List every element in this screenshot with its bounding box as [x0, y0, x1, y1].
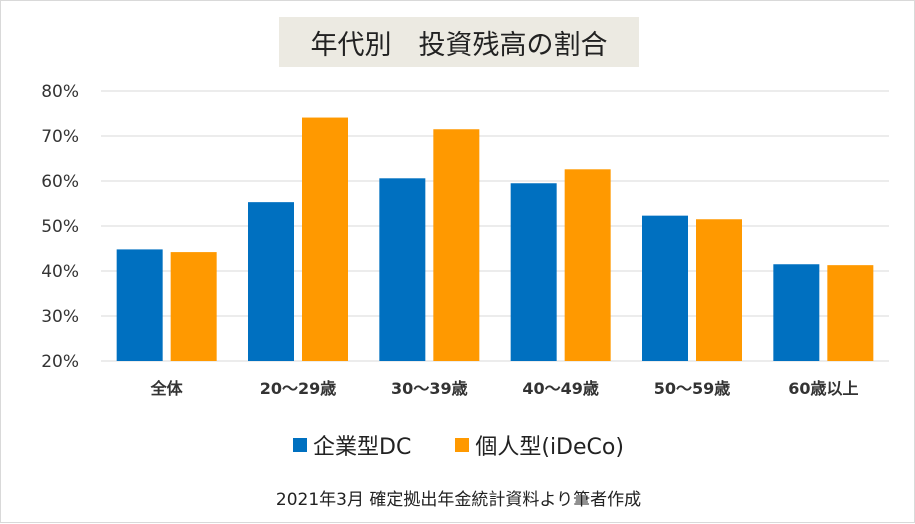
bar-ideco: [170, 252, 217, 361]
bar-dc: [248, 202, 294, 361]
y-tick-label: 60%: [41, 172, 79, 192]
bar-dc: [642, 215, 688, 361]
legend: 企業型DC 個人型(iDeCo): [1, 429, 915, 461]
bar-dc: [510, 183, 557, 361]
legend-item-dc: 企業型DC: [293, 429, 411, 461]
y-tick-label: 50%: [41, 217, 79, 237]
y-tick-label: 40%: [41, 262, 79, 282]
source-note: 2021年3月 確定拠出年金統計資料より筆者作成: [275, 490, 642, 510]
bar-dc: [379, 178, 426, 361]
chart-title: 年代別 投資残高の割合: [279, 17, 639, 67]
y-tick-label: 70%: [41, 127, 79, 147]
bar-dc: [116, 249, 163, 361]
y-tick-label: 80%: [41, 82, 79, 102]
legend-label-dc: 企業型DC: [313, 435, 412, 460]
legend-swatch-ideco: [455, 438, 470, 452]
bar-ideco: [827, 265, 874, 361]
bars: [116, 117, 874, 361]
legend-label-ideco: 個人型(iDeCo): [475, 435, 624, 460]
x-category-label: 60歳以上: [788, 379, 858, 398]
y-tick-label: 20%: [41, 352, 79, 372]
y-axis-ticks: 20% 30% 40% 50% 60% 70% 80%: [41, 82, 79, 372]
legend-item-ideco: 個人型(iDeCo): [455, 429, 624, 461]
x-category-label: 50～59歳: [654, 379, 731, 398]
bar-ideco: [433, 129, 480, 361]
gridlines: [101, 90, 889, 362]
x-axis-categories: 全体 20～29歳 30～39歳 40～49歳 50～59歳 60歳以上: [150, 379, 859, 398]
bar-dc: [773, 264, 820, 361]
bar-ideco: [564, 169, 611, 361]
legend-swatch-dc: [293, 438, 308, 452]
bar-ideco: [302, 117, 348, 361]
bar-ideco: [696, 219, 742, 361]
x-category-label: 20～29歳: [260, 379, 337, 398]
y-tick-label: 30%: [41, 307, 79, 327]
x-category-label: 全体: [150, 379, 184, 398]
x-category-label: 40～49歳: [522, 379, 599, 398]
x-category-label: 30～39歳: [391, 379, 468, 398]
